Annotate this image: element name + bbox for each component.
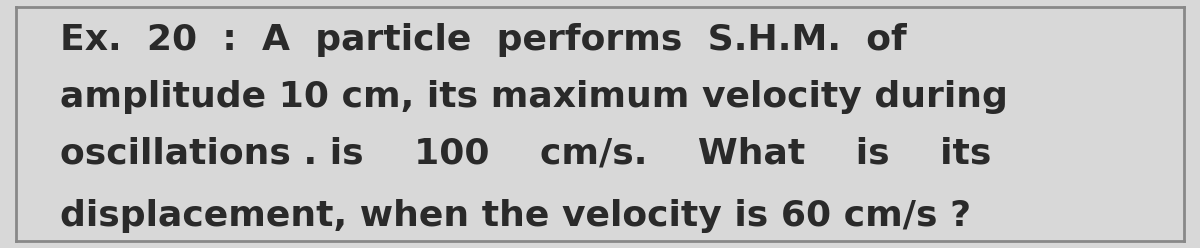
Text: oscillations . is    100    cm/s.    What    is    its: oscillations . is 100 cm/s. What is its bbox=[60, 137, 991, 171]
Text: displacement, when the velocity is 60 cm/s ?: displacement, when the velocity is 60 cm… bbox=[60, 199, 971, 233]
Text: amplitude 10 cm, its maximum velocity during: amplitude 10 cm, its maximum velocity du… bbox=[60, 80, 1008, 114]
Text: Ex.  20  :  A  particle  performs  S.H.M.  of: Ex. 20 : A particle performs S.H.M. of bbox=[60, 23, 907, 57]
